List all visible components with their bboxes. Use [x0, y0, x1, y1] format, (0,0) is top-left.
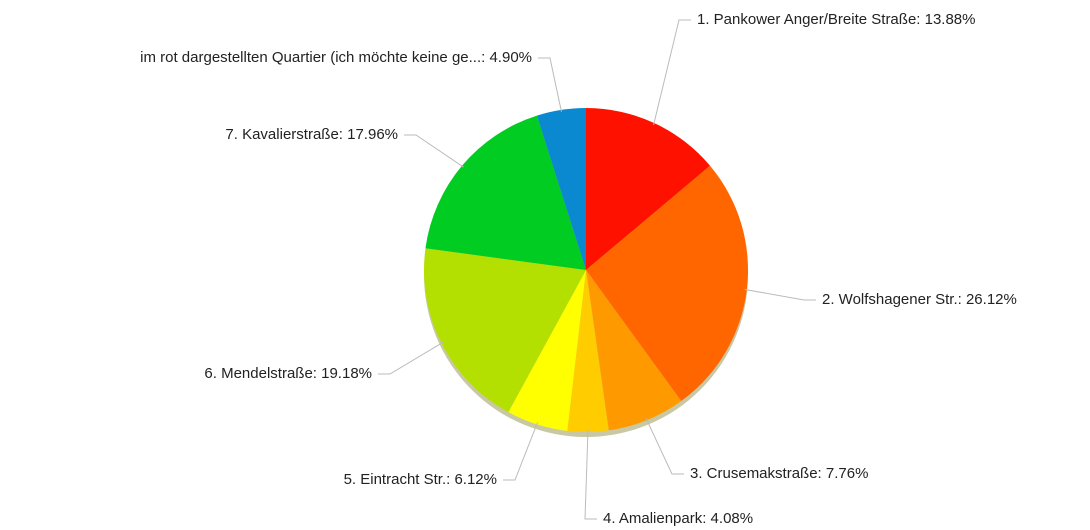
pie-slice [586, 270, 682, 431]
slice-label: 1. Pankower Anger/Breite Straße: 13.88% [697, 11, 976, 28]
slice-label: 7. Kavalierstraße: 17.96% [225, 126, 398, 143]
pie-slice [586, 165, 748, 402]
slice-label: 3. Crusemakstraße: 7.76% [690, 465, 868, 482]
leader-line [744, 288, 816, 301]
pie-slice [508, 270, 586, 431]
pie-slice [586, 108, 711, 270]
leader-line [503, 422, 538, 481]
slice-label: 5. Eintracht Str.: 6.12% [344, 471, 497, 488]
slice-label: 2. Wolfshagener Str.: 26.12% [822, 291, 1017, 308]
slice-label: 6. Mendelstraße: 19.18% [204, 365, 372, 382]
pie-slice [567, 270, 609, 432]
leader-line [378, 341, 444, 375]
pie-slice [536, 108, 586, 270]
leader-line [584, 429, 597, 520]
leader-line [404, 134, 464, 168]
leader-line [653, 19, 691, 126]
pie-slice [424, 248, 586, 413]
slice-label: im rot dargestellten Quartier (ich möcht… [140, 49, 532, 66]
leader-line [645, 418, 684, 475]
pie-slice [425, 115, 586, 271]
slice-label: 4. Amalienpark: 4.08% [603, 510, 753, 527]
leader-line [538, 57, 562, 112]
